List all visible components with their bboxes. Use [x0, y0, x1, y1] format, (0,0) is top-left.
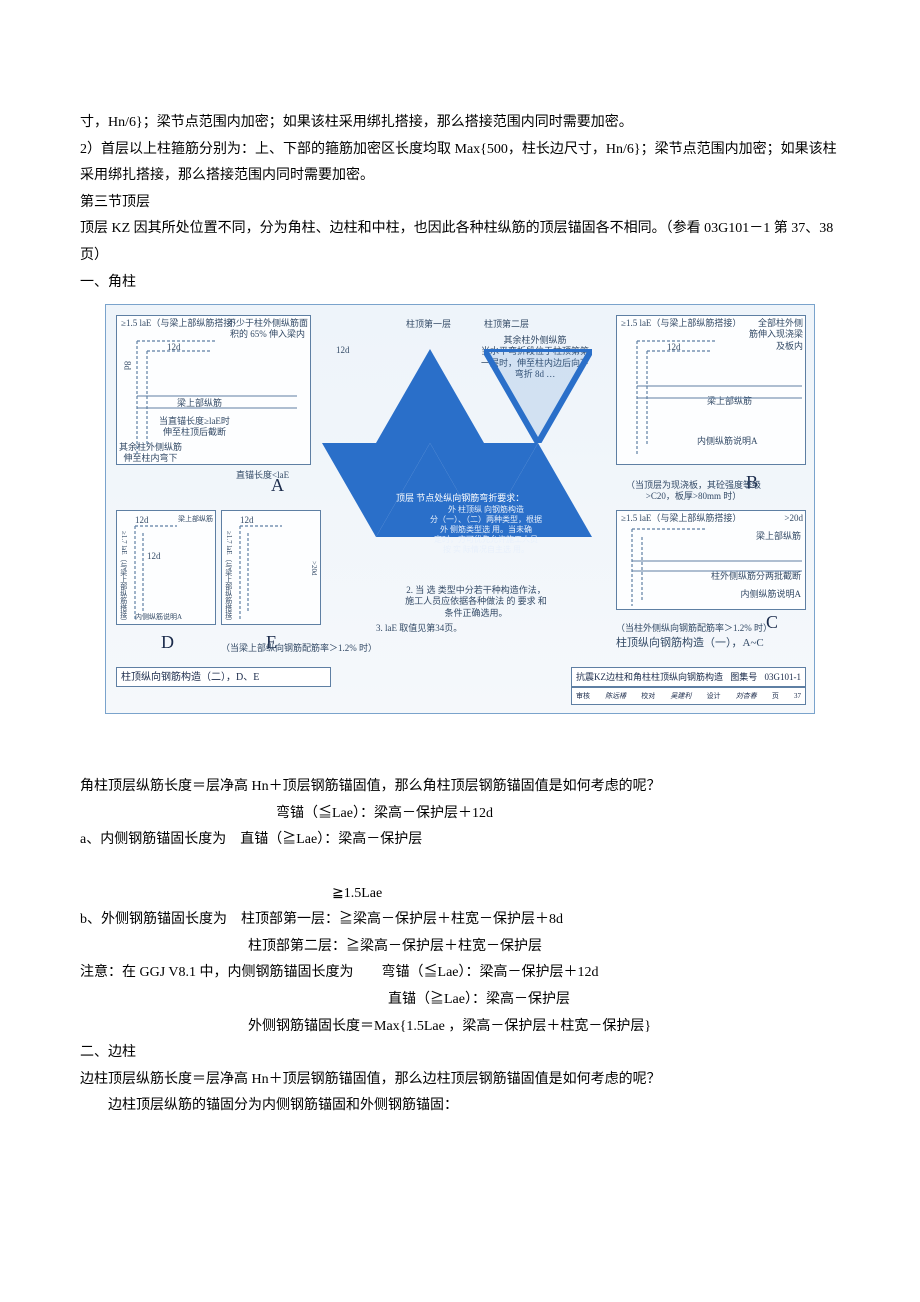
- center-note-3: 2. 当 选 类型中分若干种构造作法， 施工人员应依据各种做法 的 要求 和 条…: [376, 585, 576, 619]
- q7: 注意：在 GGJ V8.1 中，内侧钢筋锚固长度为 弯锚（≦Lae）：梁高－保护…: [80, 960, 840, 987]
- panel-a: ≥1.5 laE（与梁上部纵筋搭接） 不少于柱外侧纵筋面 积的 65% 伸入梁内…: [116, 315, 311, 465]
- tb-title: 抗震KZ边柱和角柱柱顶纵向钢筋构造: [576, 669, 723, 686]
- caption-de: 柱顶纵向钢筋构造（二），D、E: [116, 667, 331, 687]
- tb-name2: 吴建利: [670, 690, 691, 703]
- para-4: 顶层 KZ 因其所处位置不同，分为角柱、边柱和中柱，也因此各种柱纵筋的顶层锚固各…: [80, 216, 840, 269]
- dim-12d-center: 12d: [336, 345, 350, 356]
- para-3: 第三节顶层: [80, 190, 840, 217]
- tb-页: 页: [772, 690, 779, 703]
- q2: 弯锚（≦Lae）：梁高－保护层＋12d: [80, 801, 840, 828]
- panel-b-sketch: [617, 316, 807, 466]
- q5: b、外侧钢筋锚固长度为 柱顶部第一层：≧梁高－保护层＋柱宽－保护层＋8d: [80, 907, 840, 934]
- tb-37: 37: [794, 690, 801, 703]
- tb-name3: 刘杏春: [736, 690, 757, 703]
- note-c5: 柱顶纵向钢筋构造（一），A~C: [616, 637, 764, 651]
- panel-a-sketch: [117, 316, 312, 466]
- figure-container: ≥1.5 laE（与梁上部纵筋搭接） 不少于柱外侧纵筋面 积的 65% 伸入梁内…: [80, 304, 840, 714]
- center-note-4: 3. laE 取值见第34页。: [376, 623, 462, 634]
- q1: 角柱顶层纵筋长度＝层净高 Hn＋顶层钢筋锚固值，那么角柱顶层钢筋锚固值是如何考虑…: [80, 774, 840, 801]
- center-note-2: 外 柱顶纵 向钢筋构造 分（一）、（二）两种类型，根据 外 侧筋类型选 用。当未…: [406, 505, 566, 555]
- note-c4: （当柱外侧纵向钢筋配筋率＞1.2% 时）: [616, 623, 772, 634]
- q6: 柱顶部第二层：≧梁高－保护层＋柱宽－保护层: [80, 934, 840, 961]
- tb-设计: 设计: [707, 690, 721, 703]
- note-b4: （当顶层为现浇板，其砼强度等级 >C20，板厚>80mm 时）: [626, 480, 761, 503]
- q3: a、内侧钢筋锚固长度为 直锚（≧Lae）：梁高－保护层: [80, 827, 840, 854]
- panel-c: ≥1.5 laE（与梁上部纵筋搭接） >20d 梁上部纵筋 柱外侧纵筋分两批截断…: [616, 510, 806, 610]
- tb-tuji: 图集号: [730, 669, 757, 686]
- q8: 直锚（≧Lae）：梁高－保护层: [80, 987, 840, 1014]
- note-a2: 柱顶第一层: [406, 319, 451, 330]
- panel-c-sketch: [617, 511, 807, 611]
- triangle-outline: [484, 349, 592, 443]
- para-2: 2）首层以上柱箍筋分别为：上、下部的箍筋加密区长度均取 Max{500，柱长边尺…: [80, 137, 840, 190]
- q10: 二、边柱: [80, 1040, 840, 1067]
- panel-d: 12d 梁上部纵筋 12d ≥1.7 laE（与梁上部纵筋搭接） 内侧纵筋说明A: [116, 510, 216, 625]
- panel-b: ≥1.5 laE（与梁上部纵筋搭接） 全部柱外侧 筋伸入现浇梁 及板内 12d …: [616, 315, 806, 465]
- q9: 外侧钢筋锚固长度＝Max{1.5Lae ，梁高－保护层＋柱宽－保护层}: [80, 1014, 840, 1041]
- label-d: D: [161, 625, 174, 659]
- triangle-1: [376, 349, 484, 443]
- panel-e-sketch: [222, 511, 322, 626]
- structural-diagram: ≥1.5 laE（与梁上部纵筋搭接） 不少于柱外侧纵筋面 积的 65% 伸入梁内…: [105, 304, 815, 714]
- caption-de-text: 柱顶纵向钢筋构造（二），D、E: [121, 668, 259, 687]
- q4: ≧1.5Lae: [80, 881, 840, 908]
- tb-name1: 陈远椿: [605, 690, 626, 703]
- note-a3: 柱顶第二层: [484, 319, 529, 330]
- tb-code: 03G101-1: [764, 669, 801, 686]
- q12: 边柱顶层纵筋的锚固分为内侧钢筋锚固和外侧钢筋锚固：: [80, 1093, 840, 1120]
- center-title: 顶层 节点处纵向钢筋弯折要求：: [396, 493, 524, 504]
- panel-e: 12d ≥1.7 laE（与梁上部纵筋搭接） >20d: [221, 510, 321, 625]
- titleblock-row1: 抗震KZ边柱和角柱柱顶纵向钢筋构造 图集号 03G101-1: [571, 667, 806, 687]
- para-1: 寸，Hn/6}；梁节点范围内加密；如果该柱采用绑扎搭接，那么搭接范围内同时需要加…: [80, 110, 840, 137]
- titleblock-row2: 审核 陈远椿 校对 吴建利 设计 刘杏春 页 37: [571, 687, 806, 705]
- panel-d-sketch: [117, 511, 217, 626]
- note-e2: （当梁上部纵向钢筋配筋率＞1.2% 时）: [221, 643, 377, 654]
- q11: 边柱顶层纵筋长度＝层净高 Hn＋顶层钢筋锚固值，那么边柱顶层钢筋锚固值是如何考虑…: [80, 1067, 840, 1094]
- para-5: 一、角柱: [80, 270, 840, 297]
- label-a: A: [271, 468, 284, 502]
- tb-校对: 校对: [641, 690, 655, 703]
- tb-审核: 审核: [576, 690, 590, 703]
